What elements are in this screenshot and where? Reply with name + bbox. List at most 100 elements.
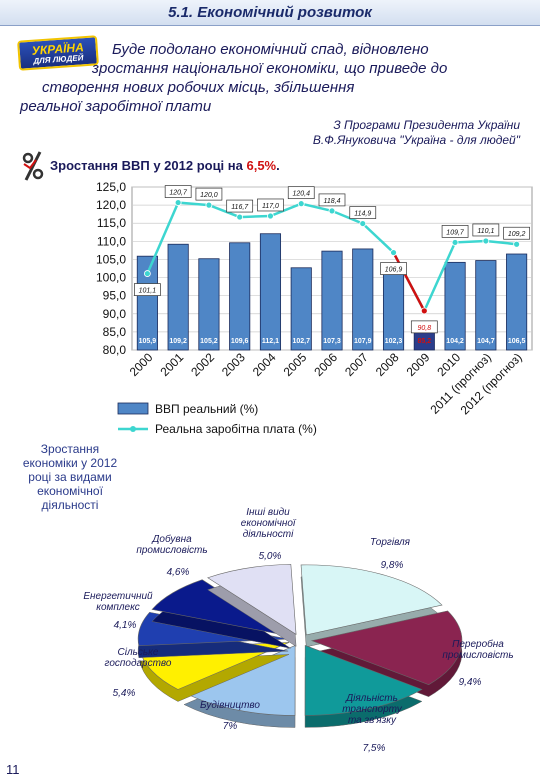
wage-label: 110,1 bbox=[477, 228, 494, 235]
wage-label-box bbox=[472, 223, 500, 237]
pie-slice bbox=[151, 579, 291, 637]
gdp-heading: Зростання ВВП у 2012 році на 6,5%. bbox=[50, 158, 280, 173]
wage-point bbox=[174, 199, 182, 206]
gdp-heading-text: Зростання ВВП у 2012 році на bbox=[50, 158, 247, 173]
wage-label-box bbox=[164, 185, 192, 198]
wage-label-box bbox=[410, 320, 438, 334]
x-tick-label: 2003 bbox=[219, 350, 248, 379]
y-tick-label: 110,0 bbox=[97, 234, 126, 248]
gdp-bar-label: 105,9 bbox=[139, 338, 157, 345]
wage-label-box bbox=[503, 226, 530, 240]
y-tick-label: 95,0 bbox=[103, 289, 127, 303]
y-tick-label: 120,0 bbox=[96, 198, 126, 212]
gdp-bar bbox=[167, 243, 189, 351]
header-bar bbox=[0, 0, 540, 26]
intro-line: реальної заробітної плати bbox=[20, 98, 212, 115]
pie-category-label-line: Будівництво bbox=[200, 700, 260, 711]
wage-label: 101,1 bbox=[139, 288, 157, 295]
wage-point bbox=[267, 212, 274, 220]
pie-category-label-line: промисловість bbox=[136, 545, 207, 556]
wage-label: 116,7 bbox=[231, 204, 249, 211]
pie-category-label-line: Енергетичний bbox=[83, 591, 153, 602]
gdp-bar-label: 106,5 bbox=[508, 338, 526, 345]
gdp-bar bbox=[352, 248, 374, 351]
source-line-2: В.Ф.Януковича "Україна - для людей" bbox=[312, 133, 520, 147]
gdp-growth-value: 6,5% bbox=[246, 158, 277, 173]
wage-label-box bbox=[318, 193, 346, 207]
pie-slice bbox=[207, 564, 297, 635]
pie-category-label-line: господарство bbox=[105, 658, 172, 669]
wage-label-box bbox=[134, 283, 161, 296]
gdp-bar bbox=[229, 242, 251, 351]
gdp-bar-label: 102,7 bbox=[292, 338, 310, 345]
x-tick-label: 2001 bbox=[157, 350, 186, 379]
pie-value-label: 5,0% bbox=[259, 551, 282, 562]
pie-category-label: Енергетичний комплекс bbox=[83, 591, 153, 613]
wage-label: 117,0 bbox=[262, 203, 279, 210]
pie-category-label-line: Сільське bbox=[118, 647, 159, 658]
pie-category-label: Добувна промисловість bbox=[136, 533, 207, 556]
gdp-heading-suffix: . bbox=[276, 158, 280, 173]
y-tick-label: 80,0 bbox=[103, 343, 127, 357]
x-tick-label: 2000 bbox=[127, 350, 156, 379]
wage-label: 120,7 bbox=[169, 190, 188, 197]
pie-category-label-line: Торгівля bbox=[370, 537, 411, 548]
pie-category-label-line: Добувна bbox=[151, 533, 192, 545]
pie-category-label-line: комплекс bbox=[96, 602, 139, 613]
pie-value-label: 9,4% bbox=[459, 677, 482, 688]
gdp-bar bbox=[321, 250, 343, 351]
source-citation: З Програми Президента України В.Ф.Януков… bbox=[220, 118, 520, 148]
wage-point bbox=[482, 237, 490, 245]
sectors-title-line: році за видами bbox=[28, 470, 112, 484]
wage-label-box bbox=[441, 225, 469, 238]
x-tick-label: 2009 bbox=[404, 350, 433, 379]
pie-category-label-line: Переробна bbox=[452, 638, 504, 650]
wage-label: 120,4 bbox=[292, 191, 310, 198]
legend-bar-label: ВВП реальний (%) bbox=[155, 402, 258, 416]
gdp-bar-label: 107,3 bbox=[323, 338, 341, 345]
gdp-bar bbox=[475, 260, 497, 351]
pie-slice bbox=[300, 564, 443, 636]
gdp-bar-label: 107,9 bbox=[354, 338, 372, 345]
gdp-bar bbox=[259, 233, 282, 351]
gdp-bar-label: 85,2 bbox=[417, 338, 431, 345]
pie-category-label: Торгівля bbox=[370, 537, 411, 548]
gdp-bar bbox=[444, 261, 466, 351]
pie-category-label: Переробна промисловість bbox=[442, 638, 513, 661]
pie-category-label: Сільське господарство bbox=[105, 647, 172, 669]
legend-line-label: Реальна заробітна плата (%) bbox=[155, 422, 317, 436]
wage-point bbox=[420, 307, 428, 315]
intro-text: Буде подолано економічний спад, відновле… bbox=[20, 40, 525, 116]
wage-label-box bbox=[349, 206, 377, 219]
pie-value-label: 4,6% bbox=[167, 567, 190, 578]
gdp-bar bbox=[136, 255, 158, 351]
pie-category-label: Будівництво bbox=[200, 700, 260, 711]
wage-label: 106,9 bbox=[385, 267, 403, 274]
pie-value-label: 7,5% bbox=[363, 743, 386, 754]
y-tick-label: 115,0 bbox=[97, 216, 126, 230]
legend-line-marker bbox=[130, 426, 136, 432]
pie-category-label-line: економічної bbox=[241, 518, 297, 529]
wage-point bbox=[451, 239, 459, 246]
section-title: 5.1. Економічний розвиток bbox=[168, 4, 372, 21]
wage-label: 109,2 bbox=[508, 231, 526, 238]
pie-category-label: Інші види економічної діяльності bbox=[241, 507, 297, 540]
intro-line: зростання національної економіки, що при… bbox=[92, 60, 448, 77]
pie-category-label-line: Інші види bbox=[246, 507, 290, 518]
wage-label: 120,0 bbox=[200, 192, 218, 199]
wage-label: 114,9 bbox=[354, 211, 371, 218]
pie-category-label-line: та зв'язку bbox=[348, 715, 397, 726]
pie-category-label: Діяльність транспорту та зв'язку bbox=[342, 693, 403, 726]
gdp-bar-label: 109,2 bbox=[169, 338, 187, 345]
pie-slice bbox=[310, 610, 463, 686]
wage-point bbox=[513, 240, 521, 248]
gdp-bar bbox=[290, 267, 312, 351]
wage-point bbox=[328, 207, 336, 215]
x-tick-label: 2008 bbox=[373, 350, 402, 379]
sectors-title-line: діяльності bbox=[41, 498, 99, 512]
percent-icon bbox=[22, 151, 44, 181]
y-tick-label: 125,0 bbox=[96, 180, 126, 194]
wage-label-box bbox=[257, 198, 284, 212]
wage-label-box bbox=[380, 262, 407, 275]
